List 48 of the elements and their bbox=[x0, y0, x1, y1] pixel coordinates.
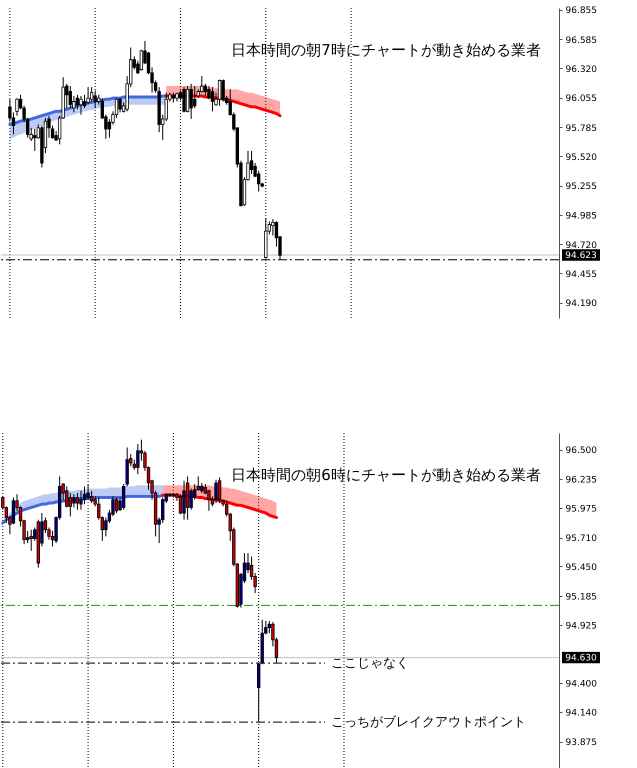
y-tick-label: 95.520 bbox=[566, 152, 598, 163]
y-tick-label: 95.785 bbox=[566, 124, 597, 134]
y-tick-label: 94.140 bbox=[566, 708, 598, 719]
candlestick bbox=[193, 86, 196, 109]
y-tick-label: 95.710 bbox=[566, 534, 598, 544]
candlestick bbox=[221, 78, 225, 102]
candlestick bbox=[86, 86, 90, 106]
candlestick bbox=[182, 480, 186, 520]
y-tick-label: 94.190 bbox=[566, 299, 598, 310]
candlestick bbox=[189, 83, 193, 120]
candlestick bbox=[33, 128, 36, 152]
candlestick bbox=[214, 479, 218, 504]
candlestick bbox=[136, 444, 140, 475]
text: 日本時間の朝6時にチャートが動き始める業者 bbox=[231, 466, 541, 484]
ref-line-label: 94.623 bbox=[565, 251, 597, 262]
ref-line-label: 94.630 bbox=[565, 654, 598, 664]
candlestick bbox=[204, 83, 208, 96]
candlestick bbox=[210, 86, 214, 112]
candlestick bbox=[172, 92, 176, 104]
y-tick-label: 94.720 bbox=[566, 240, 598, 251]
y-tick-label: 94.985 bbox=[566, 212, 597, 222]
candlestick bbox=[86, 484, 90, 500]
y-tick-label: 95.185 bbox=[566, 592, 597, 602]
candlestick bbox=[30, 529, 33, 552]
candlestick bbox=[76, 492, 80, 510]
y-tick-label: 96.320 bbox=[566, 64, 598, 75]
candlestick bbox=[72, 494, 76, 508]
y-tick-label: 96.235 bbox=[566, 476, 597, 486]
y-tick-label: 96.055 bbox=[566, 94, 597, 104]
text: 日本時間の朝7時にチャートが動き始める業者 bbox=[231, 41, 541, 59]
y-tick-label: 95.255 bbox=[566, 182, 597, 192]
candlestick bbox=[218, 78, 222, 106]
candlestick bbox=[218, 476, 222, 504]
y-tick-label: 95.450 bbox=[566, 562, 598, 573]
y-tick-label: 96.500 bbox=[566, 446, 598, 456]
y-tick-label: 93.875 bbox=[566, 738, 597, 748]
ref-line-label: ここじゃなく bbox=[331, 656, 409, 672]
ref-line-label: こっちがブレイクアウトポイント bbox=[331, 715, 526, 730]
y-tick-label: 94.925 bbox=[566, 621, 597, 632]
y-tick-label: 96.585 bbox=[566, 36, 597, 46]
candlestick bbox=[68, 492, 72, 517]
y-tick-label: 94.400 bbox=[566, 680, 598, 690]
candlestick bbox=[178, 494, 182, 515]
candlestick bbox=[68, 86, 72, 109]
y-tick-label: 96.855 bbox=[566, 6, 597, 16]
y-tick-label: 94.455 bbox=[566, 270, 597, 280]
candlestick bbox=[271, 218, 275, 236]
y-tick-label: 95.975 bbox=[566, 504, 597, 515]
